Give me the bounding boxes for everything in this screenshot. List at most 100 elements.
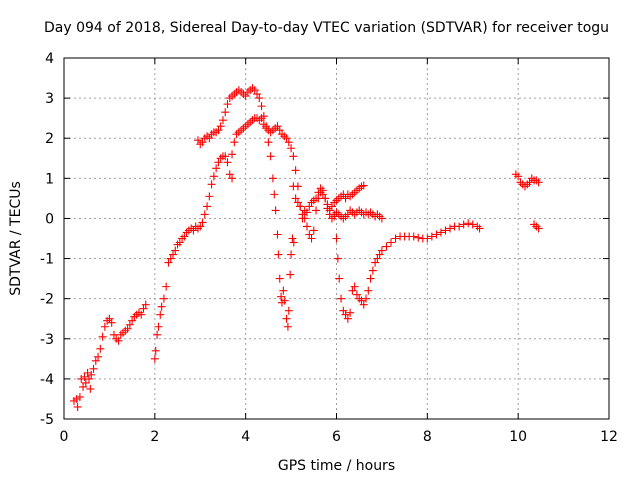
data-point	[137, 310, 146, 319]
data-point	[475, 224, 484, 233]
data-point	[264, 138, 273, 147]
data-point	[325, 206, 334, 215]
data-point	[159, 294, 168, 303]
x-tick-label: 12	[600, 429, 618, 445]
data-point	[198, 218, 207, 227]
data-point	[268, 174, 277, 183]
y-tick-label: 2	[45, 131, 54, 147]
grid-lines	[64, 58, 609, 419]
data-point	[175, 238, 184, 247]
data-point	[94, 352, 103, 361]
data-point	[166, 254, 175, 263]
data-point	[534, 178, 543, 187]
data-point	[205, 192, 214, 201]
data-point	[332, 234, 341, 243]
data-point	[282, 134, 291, 143]
data-point	[302, 208, 311, 217]
data-point	[279, 286, 288, 295]
data-point	[312, 194, 321, 203]
data-point	[373, 254, 382, 263]
data-point	[455, 222, 464, 231]
data-point	[391, 234, 400, 243]
data-point	[423, 234, 432, 243]
data-point	[289, 182, 298, 191]
data-point	[171, 246, 180, 255]
y-axis-label: SDTVAR / TECUs	[8, 181, 24, 296]
data-point	[316, 184, 325, 193]
data-point	[214, 126, 223, 135]
data-point	[375, 250, 384, 259]
data-point	[164, 258, 173, 267]
data-point	[323, 200, 332, 209]
data-point	[339, 306, 348, 315]
data-point	[459, 220, 468, 229]
data-point	[302, 222, 311, 231]
data-point	[321, 194, 330, 203]
data-point	[377, 246, 386, 255]
data-point	[114, 336, 123, 345]
y-tick-label: 0	[45, 211, 54, 227]
data-point	[277, 292, 286, 301]
data-point	[289, 238, 298, 247]
data-point	[203, 202, 212, 211]
data-point	[75, 392, 84, 401]
data-point	[250, 86, 259, 95]
data-point	[228, 150, 237, 159]
data-point	[196, 222, 205, 231]
data-point	[79, 382, 88, 391]
data-point	[221, 108, 230, 117]
data-point	[335, 274, 344, 283]
data-point	[289, 152, 298, 161]
y-tick-label: 1	[45, 171, 54, 187]
data-point	[257, 102, 266, 111]
data-point	[282, 314, 291, 323]
data-point	[275, 274, 284, 283]
data-point	[275, 126, 284, 135]
data-point	[366, 274, 375, 283]
x-tick-label: 2	[150, 429, 159, 445]
data-point	[409, 232, 418, 241]
x-tick-label: 6	[332, 429, 341, 445]
data-point	[286, 270, 295, 279]
data-point	[193, 136, 202, 145]
data-point	[357, 296, 366, 305]
data-point	[209, 172, 218, 181]
data-point	[346, 308, 355, 317]
data-point	[180, 232, 189, 241]
data-point	[80, 372, 89, 381]
data-point	[123, 324, 132, 333]
data-point	[371, 258, 380, 267]
data-point	[341, 194, 350, 203]
data-point	[241, 92, 250, 101]
data-point	[221, 152, 230, 161]
data-point	[96, 344, 105, 353]
data-point	[257, 114, 266, 123]
data-point	[162, 282, 171, 291]
data-point	[333, 254, 342, 263]
data-point	[288, 234, 297, 243]
data-point	[100, 322, 109, 331]
data-point	[259, 120, 268, 129]
data-point	[432, 230, 441, 239]
data-point	[225, 170, 234, 179]
data-point	[154, 322, 163, 331]
x-tick-label: 8	[423, 429, 432, 445]
y-tick-label: -4	[40, 372, 54, 388]
data-point	[468, 220, 477, 229]
data-point	[273, 122, 282, 131]
data-point	[359, 300, 368, 309]
data-point	[218, 116, 227, 125]
data-point	[309, 226, 318, 235]
data-point	[350, 282, 359, 291]
chart-title: Day 094 of 2018, Sidereal Day-to-day VTE…	[44, 20, 609, 36]
data-point	[86, 384, 95, 393]
data-point	[382, 242, 391, 251]
data-point	[189, 226, 198, 235]
data-point	[255, 94, 264, 103]
data-point	[387, 238, 395, 247]
data-point	[280, 296, 289, 305]
x-tick-label: 4	[241, 429, 250, 445]
data-point	[377, 214, 386, 223]
data-point	[318, 190, 327, 199]
